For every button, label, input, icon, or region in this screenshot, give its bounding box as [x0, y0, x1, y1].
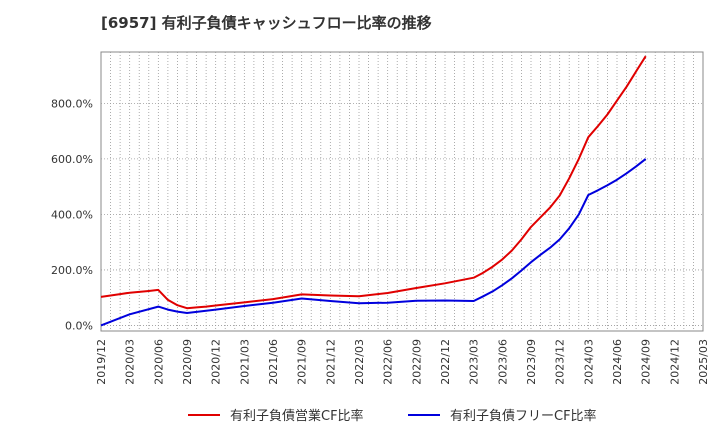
x-tick-label: 2024/12 [668, 339, 681, 385]
x-tick-label: 2022/03 [353, 339, 366, 385]
series-line-1 [100, 55, 647, 310]
x-tick-label: 2022/09 [410, 339, 423, 385]
x-tick-label: 2023/09 [525, 339, 538, 385]
legend-label-1: 有利子負債営業CF比率 [230, 408, 364, 424]
x-tick-label: 2025/03 [697, 339, 710, 385]
x-axis: 2019/12 2020/03 2020/06 2020/09 2020/12 2021/… [95, 339, 710, 385]
x-tick-label: 2019/12 [95, 339, 108, 385]
x-tick-label: 2024/09 [640, 339, 653, 385]
x-tick-label: 2020/12 [210, 339, 223, 385]
grid-lines [101, 52, 703, 331]
x-tick-label: 2023/12 [554, 339, 567, 385]
x-tick-label: 2021/09 [296, 339, 309, 385]
y-tick-label: 600.0% [51, 153, 93, 166]
x-tick-label: 2020/09 [181, 339, 194, 385]
plot-area [100, 51, 704, 332]
y-axis: 0.0% 200.0% 400.0% 600.0% 800.0% [51, 97, 93, 332]
legend-label-2: 有利子負債フリーCF比率 [450, 408, 597, 424]
x-tick-label: 2023/03 [468, 339, 481, 385]
x-tick-label: 2022/06 [382, 339, 395, 385]
x-tick-label: 2021/03 [238, 339, 251, 385]
x-tick-label: 2020/06 [152, 339, 165, 385]
y-tick-label: 0.0% [65, 319, 93, 332]
x-tick-label: 2021/06 [267, 339, 280, 385]
chart-title: [6957] 有利子負債キャッシュフロー比率の推移 [101, 14, 432, 32]
x-tick-label: 2021/12 [324, 339, 337, 385]
x-tick-label: 2020/03 [124, 339, 137, 385]
x-tick-label: 2022/12 [439, 339, 452, 385]
x-tick-label: 2024/06 [611, 339, 624, 385]
legend: 有利子負債営業CF比率 有利子負債フリーCF比率 [188, 408, 597, 424]
x-tick-label: 2024/03 [582, 339, 595, 385]
y-tick-label: 200.0% [51, 264, 93, 277]
series-layer [100, 55, 647, 327]
series-line-2 [100, 158, 647, 327]
y-tick-label: 800.0% [51, 97, 93, 110]
x-tick-label: 2023/06 [496, 339, 509, 385]
y-tick-label: 400.0% [51, 208, 93, 221]
